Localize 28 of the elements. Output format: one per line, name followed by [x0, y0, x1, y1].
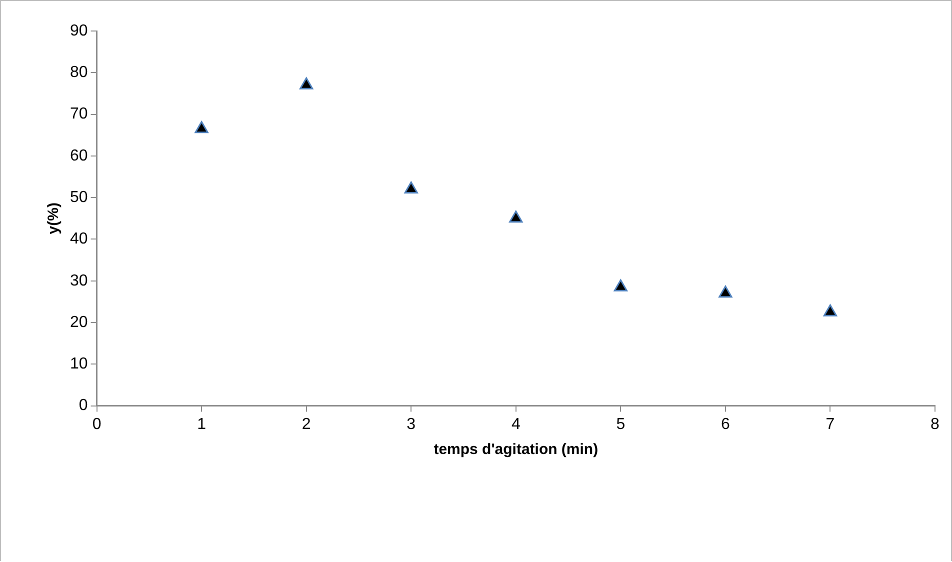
x-tick-label: 8 [930, 416, 940, 433]
x-tick-label: 6 [720, 416, 730, 433]
point [509, 210, 523, 223]
y-axis-title: y(%) [45, 202, 62, 234]
x-axis-title: temps d'agitation (min) [434, 441, 598, 458]
x-tick-label: 0 [92, 416, 102, 433]
point [300, 77, 314, 90]
y-tick-label: 30 [70, 272, 88, 290]
y-tick-label: 90 [70, 22, 88, 40]
point [614, 279, 628, 292]
point [718, 286, 732, 298]
y-tick-label: 0 [78, 397, 88, 414]
point [823, 304, 838, 316]
x-tick-label: 3 [406, 416, 416, 433]
x-tick-label: 7 [826, 416, 835, 433]
y-tick-label: 80 [70, 64, 88, 82]
y-tick-label: 20 [70, 314, 88, 331]
y-tick-label: 50 [70, 188, 88, 206]
y-tick-label: 60 [70, 147, 88, 164]
point [194, 121, 208, 134]
x-tick-label: 4 [511, 416, 520, 433]
x-tick-label: 1 [197, 416, 206, 433]
y-tick-label: 40 [70, 230, 88, 248]
x-tick-label: 2 [302, 416, 311, 433]
y-tick-label: 10 [70, 356, 88, 373]
point [404, 182, 418, 194]
y-tick-label: 70 [70, 106, 88, 123]
x-tick-label: 5 [616, 416, 626, 433]
